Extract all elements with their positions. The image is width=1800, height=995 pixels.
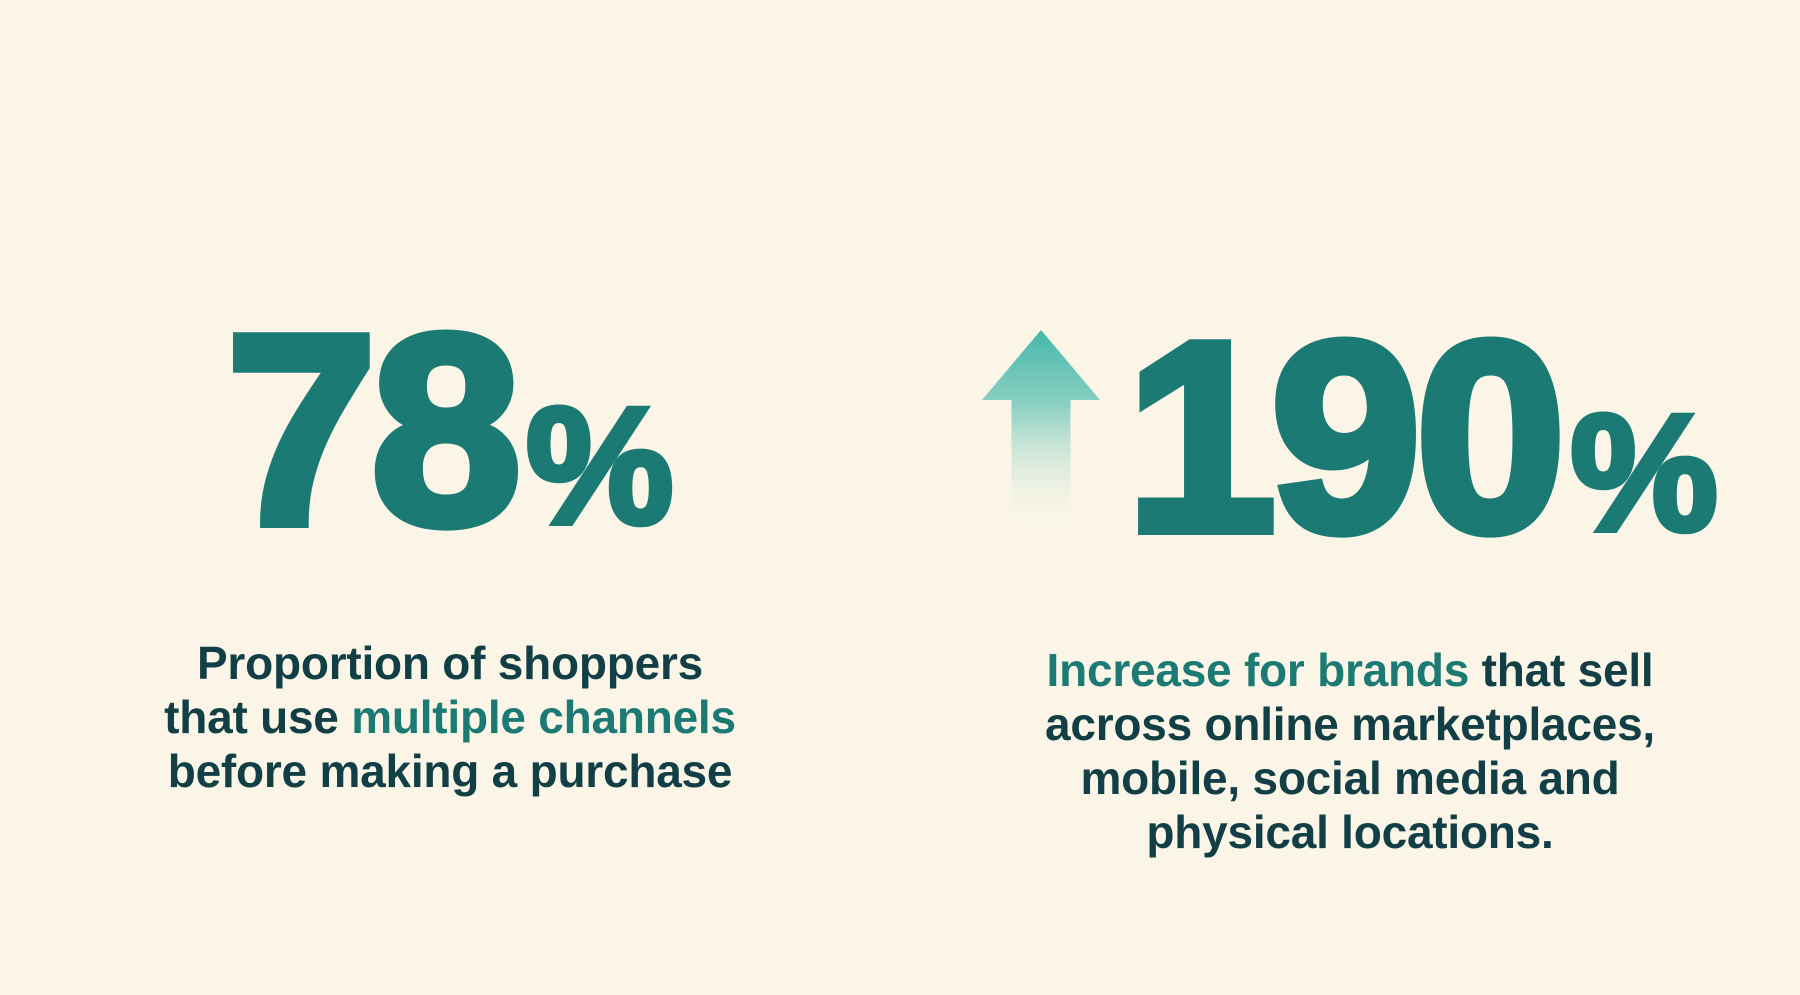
stat-right-percent-sign: % — [1567, 381, 1721, 566]
stat-left: 78 % Proportion of shoppers that use mul… — [164, 280, 736, 799]
caption-highlight: multiple channels — [351, 690, 736, 743]
caption-line: that use multiple channels — [164, 690, 736, 744]
stat-right-number: 190 % — [982, 287, 1721, 588]
caption-text: mobile, social media and — [1080, 752, 1620, 805]
stat-left-caption: Proportion of shoppers that use multiple… — [164, 636, 736, 799]
caption-text: before making a purchase — [167, 745, 733, 798]
caption-line: Proportion of shoppers — [164, 636, 736, 690]
caption-text: physical locations. — [1146, 806, 1554, 859]
caption-line: Increase for brands that sell — [1045, 643, 1655, 697]
stat-right-caption: Increase for brands that sell across onl… — [1045, 643, 1655, 860]
caption-line: physical locations. — [1045, 805, 1655, 859]
stat-left-percent-sign: % — [523, 374, 677, 559]
caption-highlight: Increase for brands — [1046, 643, 1470, 696]
stat-right: 190 % Increase for brands that sell acro… — [900, 0, 1800, 995]
up-arrow-icon — [982, 330, 1101, 530]
caption-line: before making a purchase — [164, 744, 736, 798]
caption-text: that use — [164, 690, 352, 743]
stat-left-number: 78 % — [221, 280, 677, 581]
caption-text: that sell — [1469, 643, 1654, 696]
stat-right-value: 190 — [1121, 287, 1571, 588]
caption-text: Proportion of shoppers — [196, 636, 704, 689]
stat-left-value: 78 — [221, 280, 526, 581]
caption-text: across online marketplaces, — [1045, 697, 1655, 750]
caption-line: across online marketplaces, — [1045, 697, 1655, 751]
caption-line: mobile, social media and — [1045, 751, 1655, 805]
